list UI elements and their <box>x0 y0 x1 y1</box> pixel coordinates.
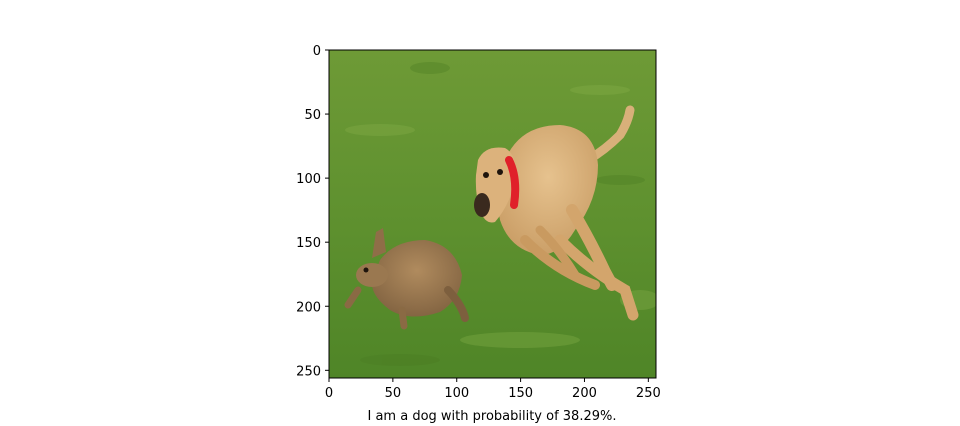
y-axis: 0 50 100 150 200 250 <box>296 44 329 379</box>
x-axis-label: I am a dog with probability of 38.29%. <box>368 409 617 424</box>
x-tick-label: 200 <box>572 386 597 401</box>
dog <box>474 105 639 321</box>
y-tick-label: 150 <box>296 236 321 251</box>
hare <box>344 228 469 330</box>
image-plot <box>329 50 656 378</box>
y-tick-label: 0 <box>313 44 321 59</box>
y-tick-label: 50 <box>304 108 321 123</box>
x-tick-label: 100 <box>444 386 469 401</box>
y-tick-label: 250 <box>296 364 321 379</box>
x-axis: 0 50 100 150 200 250 <box>325 378 661 401</box>
x-tick-label: 250 <box>636 386 661 401</box>
plot-frame <box>328 49 657 379</box>
x-tick-label: 50 <box>385 386 402 401</box>
y-tick-label: 100 <box>296 172 321 187</box>
x-tick-label: 150 <box>508 386 533 401</box>
y-tick-label: 200 <box>296 300 321 315</box>
x-tick-label: 0 <box>325 386 333 401</box>
